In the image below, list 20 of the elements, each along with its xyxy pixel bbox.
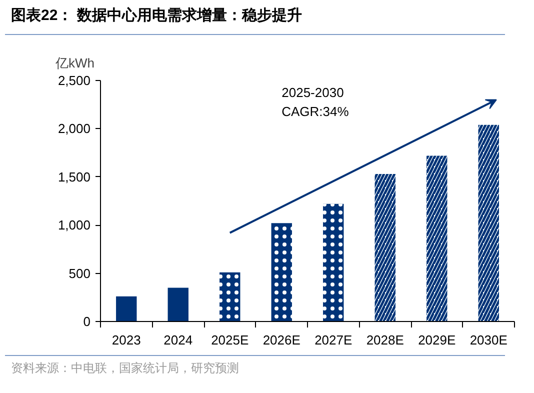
bar (168, 288, 188, 322)
x-tick-label: 2030E (470, 332, 508, 348)
y-tick-label: 2,500 (58, 73, 91, 88)
x-tick-label: 2029E (418, 332, 456, 348)
y-tick-label: 500 (68, 266, 91, 281)
text: 资料来源：中电联，国家统计局，研究预测 (11, 360, 239, 377)
y-tick-label: 2,000 (58, 121, 91, 136)
annotation: 2025-2030 CAGR:34% (282, 85, 350, 120)
bar (116, 296, 137, 322)
x-tick-label: 2026E (262, 332, 301, 348)
y-tick-label: 1,000 (58, 218, 91, 233)
x-tick-label: 2025E (211, 332, 249, 348)
y-axis-title: 亿kWh (54, 56, 94, 70)
x-tick-label: 2028E (366, 332, 404, 348)
x-tick-label: 2024 (164, 332, 193, 348)
chart-title: 图表22： 数据中心用电需求增量：稳步提升 (11, 6, 302, 26)
y-tick-label: 1,500 (58, 169, 91, 184)
x-tick-label: 2027E (314, 332, 352, 348)
x-tick-label: 2023 (112, 332, 141, 348)
y-tick-label: 0 (83, 314, 91, 329)
